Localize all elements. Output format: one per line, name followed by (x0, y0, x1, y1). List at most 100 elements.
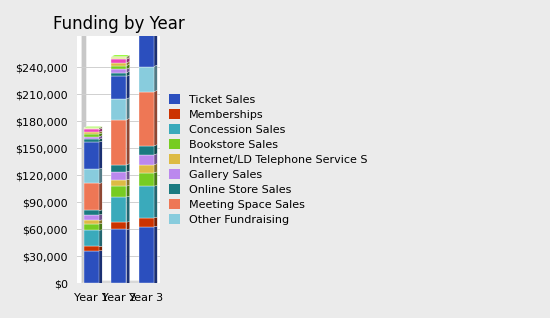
Bar (139, 155, 154, 164)
Polygon shape (126, 61, 130, 66)
Polygon shape (99, 210, 102, 215)
Polygon shape (126, 171, 130, 180)
Polygon shape (99, 246, 102, 251)
Polygon shape (126, 98, 130, 120)
Bar (139, 173, 154, 186)
Bar (111, 99, 126, 120)
Polygon shape (154, 24, 157, 31)
Polygon shape (154, 65, 157, 92)
Polygon shape (99, 141, 102, 169)
Polygon shape (99, 138, 102, 142)
Polygon shape (99, 168, 102, 183)
Bar (111, 76, 126, 99)
Bar (84, 251, 99, 283)
Bar (139, 31, 154, 35)
Bar (84, 220, 99, 224)
Bar (111, 186, 126, 197)
Bar (84, 211, 99, 215)
Polygon shape (126, 196, 130, 222)
Polygon shape (154, 8, 157, 13)
Polygon shape (99, 220, 102, 224)
Bar (111, 222, 126, 229)
Bar (111, 197, 126, 222)
Polygon shape (99, 128, 102, 132)
Polygon shape (99, 183, 102, 211)
Polygon shape (84, 127, 102, 128)
Polygon shape (154, 29, 157, 35)
Polygon shape (126, 164, 130, 172)
Bar (139, 35, 154, 66)
Bar (139, 218, 154, 227)
Polygon shape (154, 11, 157, 18)
Bar (139, 22, 154, 26)
Bar (139, 66, 154, 92)
Bar (84, 215, 99, 220)
Polygon shape (139, 8, 157, 10)
Bar (111, 120, 126, 164)
Bar (111, 229, 126, 283)
Polygon shape (126, 179, 130, 186)
Bar (84, 183, 99, 211)
Polygon shape (126, 229, 130, 283)
Polygon shape (82, 3, 86, 283)
Bar (111, 59, 126, 63)
Polygon shape (99, 127, 102, 129)
Bar (111, 73, 126, 76)
Polygon shape (99, 224, 102, 230)
Polygon shape (82, 281, 157, 283)
Bar (111, 57, 126, 59)
Legend: Ticket Sales, Memberships, Concession Sales, Bookstore Sales, Internet/LD Teleph: Ticket Sales, Memberships, Concession Sa… (166, 92, 369, 227)
Bar (84, 129, 99, 132)
Bar (139, 18, 154, 22)
Bar (111, 172, 126, 180)
Bar (84, 139, 99, 142)
Polygon shape (126, 68, 130, 73)
Polygon shape (154, 33, 157, 66)
Bar (111, 63, 126, 66)
Polygon shape (154, 217, 157, 227)
Bar (139, 186, 154, 218)
Bar (84, 142, 99, 169)
Bar (111, 69, 126, 73)
Bar (84, 132, 99, 134)
Bar (111, 66, 126, 69)
Polygon shape (154, 145, 157, 155)
Polygon shape (126, 55, 130, 59)
Polygon shape (111, 55, 130, 57)
Polygon shape (99, 135, 102, 139)
Polygon shape (99, 131, 102, 134)
Title: Funding by Year: Funding by Year (53, 15, 185, 33)
Polygon shape (126, 75, 130, 99)
Polygon shape (126, 71, 130, 76)
Polygon shape (126, 58, 130, 63)
Bar (111, 180, 126, 186)
Polygon shape (154, 226, 157, 283)
Polygon shape (154, 172, 157, 186)
Bar (84, 134, 99, 137)
Bar (84, 246, 99, 251)
Polygon shape (154, 20, 157, 26)
Bar (139, 10, 154, 13)
Bar (84, 137, 99, 139)
Polygon shape (154, 154, 157, 164)
Polygon shape (154, 90, 157, 146)
Bar (139, 164, 154, 173)
Polygon shape (154, 16, 157, 22)
Bar (84, 224, 99, 230)
Polygon shape (154, 164, 157, 173)
Bar (139, 26, 154, 31)
Polygon shape (126, 185, 130, 197)
Bar (139, 227, 154, 283)
Polygon shape (126, 222, 130, 229)
Polygon shape (99, 214, 102, 220)
Bar (139, 13, 154, 18)
Bar (139, 92, 154, 146)
Polygon shape (99, 251, 102, 283)
Polygon shape (126, 118, 130, 164)
Polygon shape (99, 133, 102, 137)
Bar (111, 164, 126, 172)
Bar (84, 128, 99, 129)
Bar (84, 169, 99, 183)
Bar (84, 230, 99, 246)
Bar (139, 146, 154, 155)
